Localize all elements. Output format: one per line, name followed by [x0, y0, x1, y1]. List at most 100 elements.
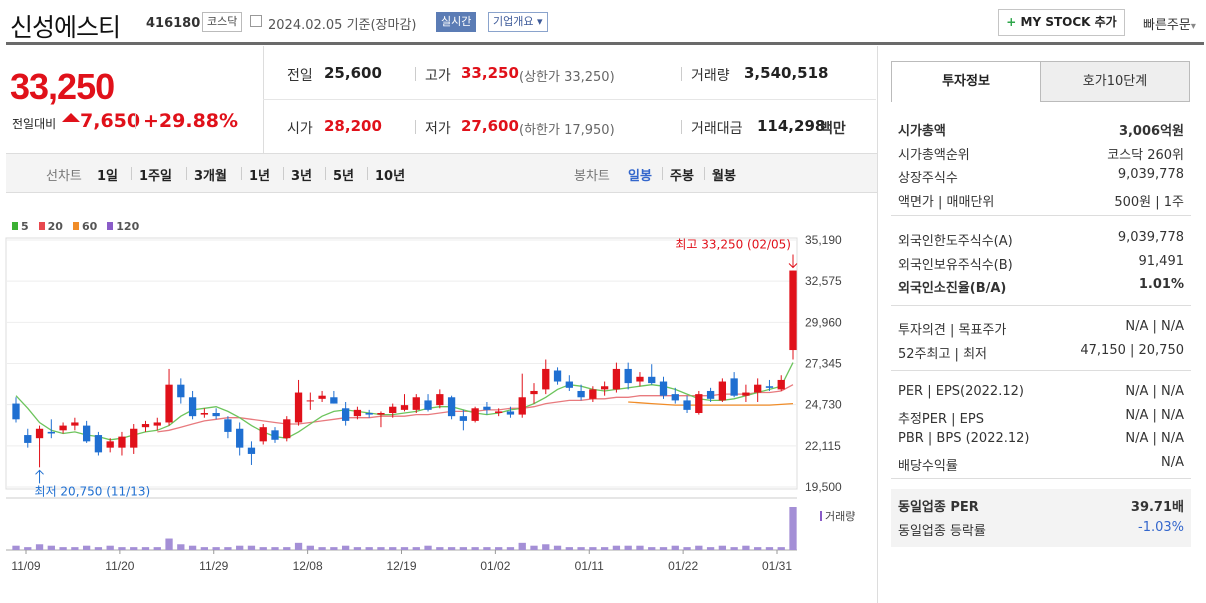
candle-body	[118, 436, 126, 448]
divider	[135, 113, 136, 129]
volume-bar	[353, 547, 362, 550]
volume-bar	[118, 547, 126, 550]
volume-bar	[59, 547, 67, 550]
volume-bar	[506, 547, 515, 550]
quick-order-dropdown[interactable]: 빠른주문▾	[1143, 14, 1196, 33]
candle-body	[436, 394, 444, 406]
period-option[interactable]: 월봉	[712, 169, 736, 184]
period-option[interactable]: 주봉	[670, 169, 694, 184]
info-key: 외국인보유주식수(B)	[898, 257, 1013, 273]
candle-body	[577, 390, 585, 398]
divider	[877, 46, 878, 603]
candle-body	[353, 409, 362, 417]
volume-bar	[24, 547, 32, 550]
info-value: 9,039,778	[1117, 167, 1184, 183]
volume-bar	[495, 547, 503, 550]
candle-body	[318, 395, 326, 399]
volume-bar	[212, 547, 220, 550]
period-option[interactable]: 1일	[97, 169, 119, 184]
volume-bar	[577, 547, 585, 550]
candle-body	[177, 384, 185, 398]
volume-bar	[483, 547, 491, 550]
amount-label: 거래대금	[691, 121, 743, 137]
info-value: N/A | N/A	[1125, 431, 1184, 447]
volume-bar	[412, 547, 420, 550]
x-tick-label: 01/31	[762, 559, 792, 573]
candle-body	[671, 394, 679, 401]
x-tick-label: 01/22	[668, 559, 698, 573]
candle-body	[153, 422, 161, 426]
info-value: 9,039,778	[1117, 230, 1184, 245]
price-chart[interactable]: 35,190 32,575 29,960 27,345 24,730 22,115 19,5…	[0, 195, 877, 603]
volume-bar	[141, 547, 150, 550]
legend-swatch	[12, 222, 18, 230]
open-value: 28,200	[324, 117, 382, 135]
candle-body	[730, 378, 738, 396]
info-key: 배당수익률	[898, 458, 958, 474]
volume-bar	[589, 547, 597, 550]
candle-body	[224, 419, 232, 432]
period-option[interactable]: 5년	[333, 169, 355, 184]
divider	[681, 67, 682, 81]
prev-close-label: 전일	[287, 68, 313, 84]
period-option[interactable]: 3개월	[194, 169, 227, 184]
volume-bar	[188, 545, 197, 550]
x-tick-label: 12/08	[293, 559, 323, 573]
volume-bar	[224, 547, 232, 550]
candle-body	[777, 379, 785, 390]
info-row: 액면가 | 매매단위 500원 | 1주	[898, 191, 1184, 211]
info-value: 39.71배	[1130, 500, 1184, 515]
stock-name: 신성에스티	[10, 13, 121, 42]
candle-body	[188, 397, 197, 417]
current-price: 33,250	[10, 66, 115, 107]
volume-bar	[565, 547, 573, 550]
period-option[interactable]: 1년	[249, 169, 271, 184]
candle-body	[247, 447, 256, 454]
info-row: PER | EPS(2022.12) N/A | N/A	[898, 384, 1184, 404]
high-label: 고가	[425, 68, 451, 84]
divider	[283, 167, 284, 180]
candle-body	[47, 431, 55, 434]
period-bar	[6, 153, 877, 193]
info-row: 52주최고 | 최저 47,150 | 20,750	[898, 343, 1184, 363]
period-option[interactable]: 일봉	[628, 169, 652, 184]
info-row: 외국인보유주식수(B) 91,491	[898, 254, 1184, 274]
candle-body	[59, 425, 67, 431]
volume-bar	[624, 545, 632, 550]
info-row: 추정PER | EPS N/A | N/A	[898, 408, 1184, 428]
period-option[interactable]: 10년	[375, 169, 406, 184]
high-annotation: 최고 33,250 (02/05)	[675, 238, 791, 252]
candle-body	[424, 400, 432, 410]
divider	[681, 120, 682, 134]
arrow-up-icon	[35, 469, 44, 484]
candle-body	[283, 419, 291, 439]
amount-unit: 백만	[820, 121, 846, 137]
candle-body	[553, 370, 562, 382]
add-mystock-button[interactable]: + MY STOCK 추가	[998, 9, 1125, 36]
volume-bar	[648, 547, 656, 550]
company-overview-label: 기업개요	[493, 15, 534, 28]
volume-bar	[436, 547, 444, 550]
volume-bar	[236, 545, 244, 550]
y-tick-label: 27,345	[805, 357, 842, 371]
volume-bar	[165, 538, 173, 550]
info-key: PER | EPS(2022.12)	[898, 384, 1024, 399]
period-option[interactable]: 1주일	[139, 169, 172, 184]
volume-bar	[330, 547, 338, 550]
realtime-button[interactable]: 실시간	[436, 12, 477, 32]
tab-order-book[interactable]: 호가10단계	[1040, 61, 1190, 102]
period-option[interactable]: 3년	[291, 169, 313, 184]
change-value: 7,650	[80, 110, 141, 132]
line-chart-label: 선차트	[46, 169, 82, 184]
candle-body	[636, 376, 644, 382]
candle-body	[271, 430, 279, 440]
tab-investment-info[interactable]: 투자정보	[891, 61, 1041, 102]
base-date: 2024.02.05 기준(장마감)	[268, 18, 417, 33]
info-value: 코스닥 260위	[1107, 147, 1184, 163]
open-label: 시가	[287, 121, 313, 137]
volume-bar	[542, 544, 550, 550]
candle-chart-label: 봉차트	[574, 169, 610, 184]
info-row: 시가총액순위 코스닥 260위	[898, 144, 1184, 164]
company-overview-dropdown[interactable]: 기업개요 ▾	[488, 12, 548, 32]
legend-swatch	[38, 222, 45, 230]
